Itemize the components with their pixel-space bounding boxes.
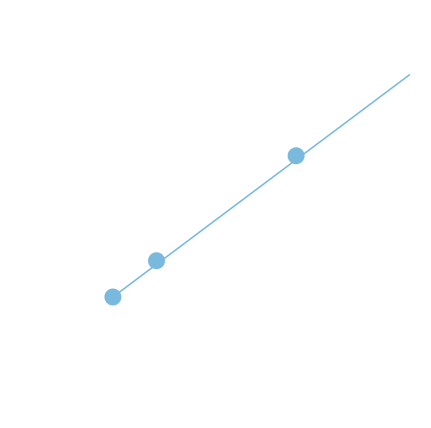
series-layer	[104, 74, 411, 306]
data-point	[287, 147, 305, 165]
data-point	[148, 252, 165, 270]
data-point	[104, 288, 122, 306]
